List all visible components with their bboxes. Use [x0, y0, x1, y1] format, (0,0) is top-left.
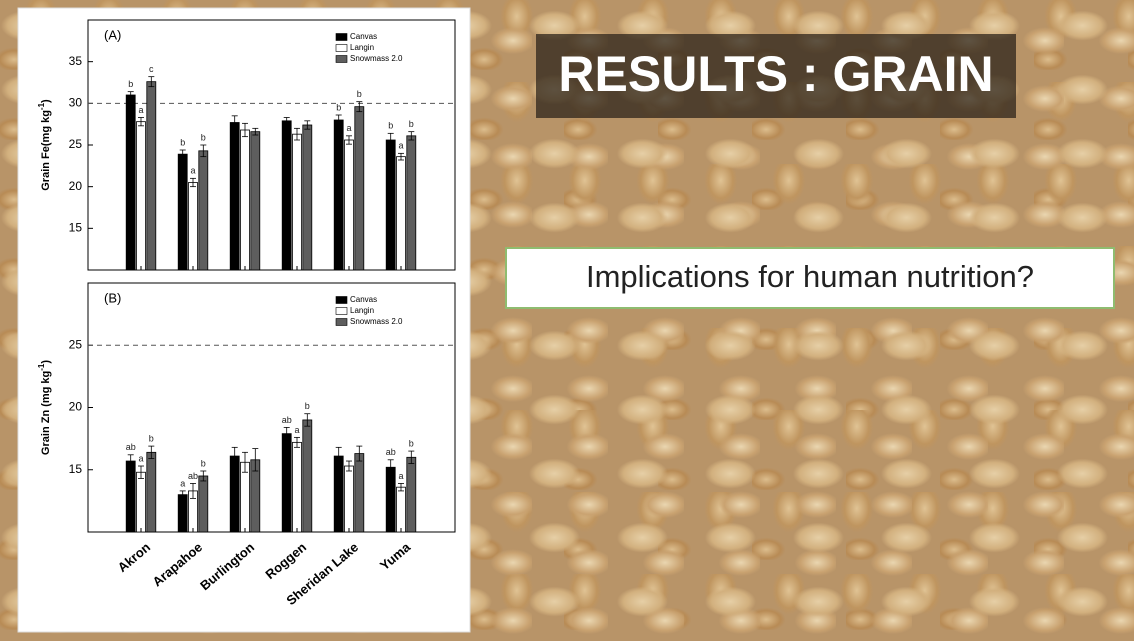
- y-axis-label-part: Grain Zn (mg kg: [40, 371, 52, 455]
- bar: [397, 487, 406, 532]
- bar: [345, 466, 354, 532]
- y-tick-label: 35: [69, 54, 83, 68]
- bar: [355, 107, 364, 270]
- bar: [178, 154, 187, 270]
- y-tick-label: 15: [69, 462, 83, 476]
- significance-letter: ab: [386, 447, 396, 457]
- bar: [303, 125, 312, 270]
- bar: [230, 456, 239, 532]
- significance-letter: ab: [126, 442, 136, 452]
- bar: [241, 462, 250, 532]
- bar: [251, 132, 260, 270]
- significance-letter: a: [190, 166, 195, 176]
- bar: [355, 454, 364, 532]
- legend-label: Snowmass 2.0: [350, 54, 403, 63]
- slide-canvas: RESULTS : GRAIN Implications for human n…: [0, 0, 1134, 641]
- bar: [147, 82, 156, 270]
- legend-swatch: [336, 308, 347, 315]
- significance-letter: b: [305, 401, 310, 411]
- bar: [397, 157, 406, 270]
- significance-letter: a: [294, 425, 299, 435]
- y-axis-label-part: ): [40, 360, 52, 364]
- bar: [147, 452, 156, 532]
- bar: [293, 442, 302, 532]
- bar: [407, 457, 416, 532]
- bar: [137, 122, 146, 270]
- bar: [178, 495, 187, 532]
- callout-text: Implications for human nutrition?: [586, 259, 1034, 294]
- significance-letter: a: [180, 478, 185, 488]
- bar: [189, 183, 198, 271]
- bar: [407, 136, 416, 270]
- legend-swatch: [336, 297, 347, 304]
- legend-label: Canvas: [350, 295, 377, 304]
- y-tick-label: 25: [69, 137, 83, 151]
- significance-letter: b: [201, 458, 206, 468]
- bar: [282, 434, 291, 532]
- panel-label: (B): [104, 290, 121, 305]
- bar: [199, 151, 208, 270]
- y-tick-label: 15: [69, 221, 83, 235]
- bar: [293, 134, 302, 270]
- significance-letter: ab: [282, 415, 292, 425]
- y-axis-label-part: ): [40, 99, 52, 103]
- y-tick-label: 20: [69, 400, 83, 414]
- bar: [345, 140, 354, 270]
- slide: RESULTS : GRAIN Implications for human n…: [0, 0, 1134, 641]
- legend-swatch: [336, 34, 347, 41]
- bar: [303, 420, 312, 532]
- bar: [334, 120, 343, 270]
- significance-letter: c: [149, 64, 154, 74]
- bar: [126, 461, 135, 532]
- legend-label: Snowmass 2.0: [350, 317, 403, 326]
- slide-title: RESULTS : GRAIN: [558, 46, 993, 102]
- y-tick-label: 25: [69, 337, 83, 351]
- legend-label: Canvas: [350, 32, 377, 41]
- significance-letter: b: [388, 121, 393, 131]
- significance-letter: a: [398, 141, 403, 151]
- significance-letter: b: [336, 102, 341, 112]
- bar: [230, 123, 239, 271]
- significance-letter: a: [138, 105, 143, 115]
- significance-letter: b: [357, 89, 362, 99]
- significance-letter: ab: [188, 471, 198, 481]
- bar: [137, 472, 146, 532]
- bar: [126, 95, 135, 270]
- bar: [282, 121, 291, 270]
- significance-letter: a: [346, 123, 351, 133]
- significance-letter: b: [180, 137, 185, 147]
- bar: [334, 456, 343, 532]
- panel-label: (A): [104, 27, 121, 42]
- legend-swatch: [336, 45, 347, 52]
- y-tick-label: 20: [69, 179, 83, 193]
- significance-letter: b: [409, 438, 414, 448]
- significance-letter: b: [201, 132, 206, 142]
- significance-letter: b: [128, 79, 133, 89]
- bar: [199, 476, 208, 532]
- y-axis-label-part: Grain Fe(mg kg: [40, 110, 52, 191]
- significance-letter: a: [138, 453, 143, 463]
- legend-swatch: [336, 56, 347, 63]
- bar: [386, 467, 395, 532]
- legend-swatch: [336, 319, 347, 326]
- bar: [241, 130, 250, 270]
- legend-label: Langin: [350, 306, 374, 315]
- bar: [386, 140, 395, 270]
- significance-letter: b: [149, 433, 154, 443]
- legend-label: Langin: [350, 43, 374, 52]
- significance-letter: b: [409, 119, 414, 129]
- y-tick-label: 30: [69, 96, 83, 110]
- significance-letter: a: [398, 471, 403, 481]
